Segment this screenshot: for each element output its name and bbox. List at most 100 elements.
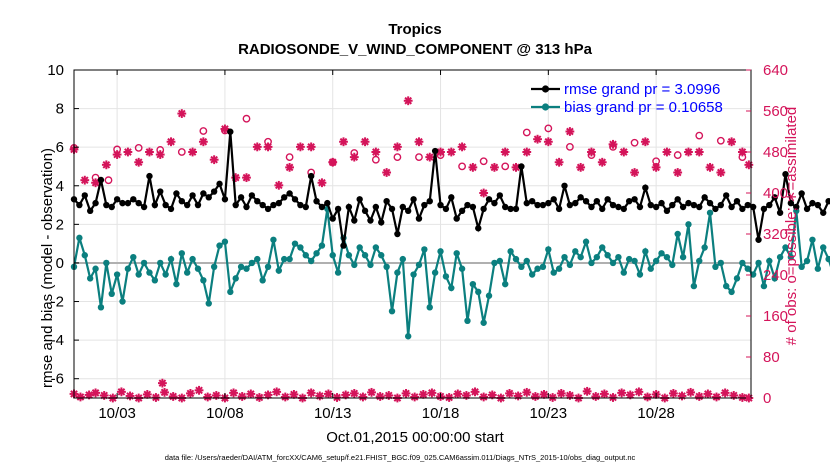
obs-stroke xyxy=(143,390,152,399)
bias-point xyxy=(313,250,320,257)
rmse-point xyxy=(496,192,504,199)
bias-point xyxy=(485,292,493,299)
bias-point xyxy=(755,259,762,267)
obs-stroke xyxy=(199,137,208,146)
obs-stroke xyxy=(428,389,436,397)
y-tick-label: 0 xyxy=(56,255,64,272)
obs-assimilated-point xyxy=(209,155,219,165)
obs-assimilated-point xyxy=(651,162,661,172)
rmse-point xyxy=(119,199,126,207)
obs-stroke xyxy=(324,390,333,398)
obs-stroke xyxy=(272,388,281,396)
bias-point xyxy=(728,288,735,296)
obs-stroke xyxy=(229,389,238,397)
obs-stroke xyxy=(275,181,283,190)
obs-stroke xyxy=(404,96,413,105)
obs-stroke xyxy=(641,137,650,146)
obs-stroke xyxy=(290,390,298,399)
rmse-point xyxy=(146,172,153,180)
obs-possible-point xyxy=(565,142,574,151)
obs-possible-point xyxy=(501,162,510,171)
obs-assimilated-point xyxy=(500,147,510,157)
bias-point xyxy=(329,252,336,259)
rmse-point xyxy=(356,196,363,203)
bias-point xyxy=(782,244,789,251)
rmse-point xyxy=(534,201,541,209)
rmse-point xyxy=(453,215,460,222)
bias-point xyxy=(248,259,256,267)
obs-assimilated-point xyxy=(289,390,299,399)
obs-assimilated-point xyxy=(375,392,385,401)
obs-stroke xyxy=(609,140,617,149)
obs-assimilated-point xyxy=(384,391,394,400)
obs-stroke xyxy=(738,148,747,156)
obs-assimilated-point xyxy=(186,388,195,398)
rmse-point xyxy=(706,199,714,207)
rmse-point xyxy=(210,188,218,195)
rmse-point xyxy=(173,190,180,197)
obs-stroke xyxy=(156,150,165,159)
obs-assimilated-point xyxy=(211,391,221,400)
rmse-point xyxy=(307,172,315,180)
legend: rmse grand pr = 3.0996 bias grand pr = 0… xyxy=(531,81,723,116)
rmse-point xyxy=(243,203,250,211)
obs-assimilated-point xyxy=(539,390,549,399)
obs-stroke xyxy=(339,137,348,146)
rmse-point xyxy=(776,209,784,216)
bias-point xyxy=(189,255,196,263)
obs-assimilated-point xyxy=(556,388,566,398)
bias-point xyxy=(615,253,622,261)
grid xyxy=(74,69,751,398)
bias-point xyxy=(502,280,509,288)
obs-stroke xyxy=(76,393,85,401)
y2-tick-label: 0 xyxy=(763,390,771,407)
obs-possible-point xyxy=(242,114,251,123)
rmse-point xyxy=(448,194,455,201)
obs-assimilated-point xyxy=(643,392,652,402)
rmse-point xyxy=(674,196,681,203)
bias-point xyxy=(480,319,487,326)
obs-stroke xyxy=(367,388,376,397)
rmse-point xyxy=(620,205,627,213)
bias-point xyxy=(464,317,471,325)
rmse-point xyxy=(647,201,654,209)
obs-assimilated-point xyxy=(142,390,152,399)
obs-stroke xyxy=(488,391,497,399)
bias-point xyxy=(528,271,536,278)
bias-point xyxy=(404,333,412,340)
obs-assimilated-point xyxy=(720,388,730,398)
obs-stroke xyxy=(635,388,643,396)
bias-point xyxy=(108,290,115,298)
rmse-point xyxy=(599,205,606,213)
rmse-point xyxy=(604,196,611,203)
rmse-point xyxy=(652,203,660,211)
bias-point xyxy=(593,253,601,261)
bias-point xyxy=(723,282,730,290)
bias-point xyxy=(545,246,552,253)
obs-assimilated-point xyxy=(522,147,532,157)
rmse-point xyxy=(221,196,229,203)
rmse-point xyxy=(302,203,309,211)
rmse-point xyxy=(135,199,142,207)
bias-point xyxy=(534,265,541,272)
bias-point xyxy=(81,252,88,259)
rmse-point xyxy=(485,196,493,203)
y-tick-label: -4 xyxy=(51,332,64,349)
rmse-point xyxy=(167,205,175,213)
bias-point xyxy=(259,277,266,284)
bias-point xyxy=(431,269,439,276)
obs-possible-point xyxy=(716,136,725,145)
obs-stroke xyxy=(669,389,678,398)
rmse-point xyxy=(410,196,417,203)
bias-point xyxy=(620,269,627,276)
footnote: data file: /Users/raeder/DAI/ATM_forcXX/… xyxy=(165,453,636,462)
rmse-point xyxy=(701,194,708,201)
obs-assimilated-point xyxy=(453,389,463,399)
obs-stroke xyxy=(591,392,600,401)
bias-point xyxy=(307,257,315,265)
obs-assimilated-point xyxy=(166,137,176,147)
obs-assimilated-point xyxy=(617,388,627,398)
rmse-point xyxy=(216,180,223,188)
obs-assimilated-point xyxy=(608,393,618,402)
